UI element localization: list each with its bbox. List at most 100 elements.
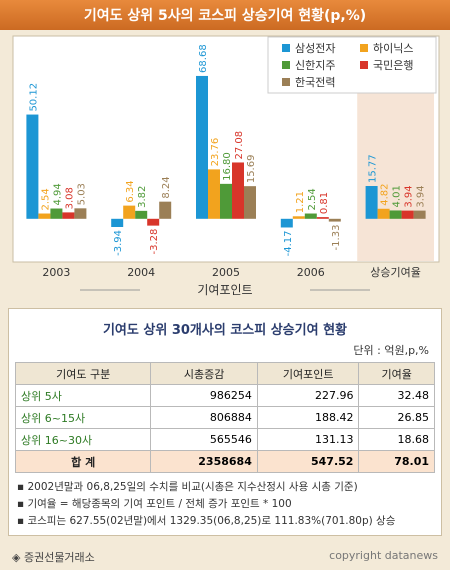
- bar: [304, 213, 317, 219]
- value-label: 4.82: [380, 184, 391, 206]
- legend-swatch: [282, 78, 290, 86]
- legend-swatch: [282, 61, 290, 69]
- legend-swatch: [360, 44, 368, 52]
- bar: [280, 218, 293, 228]
- bar: [123, 205, 136, 219]
- table-cell: 227.96: [256, 384, 360, 407]
- value-label: 27.08: [234, 131, 245, 160]
- value-label: 23.76: [210, 138, 221, 167]
- value-label: -1.33: [331, 225, 342, 251]
- x-tick-label: 2004: [127, 266, 155, 279]
- table-cell: 32.48: [358, 384, 435, 407]
- value-label: -3.28: [149, 229, 160, 255]
- note-text: 코스피는 627.55(02년말)에서 1329.35(06,8,25)로 11…: [27, 515, 396, 527]
- note: ▪ 2002년말과 06,8,25일의 수치를 비교(시총은 지수산정시 사용 …: [17, 479, 433, 496]
- table-cell: 상위 16~30사: [14, 428, 152, 451]
- table-cell: 131.13: [256, 428, 360, 451]
- table-row: 상위 5사 986254 227.96 32.48: [14, 384, 435, 407]
- bar: [208, 169, 220, 219]
- table-cell: 806884: [150, 406, 258, 429]
- bar: [401, 210, 414, 219]
- table-panel: 기여도 상위 30개사의 코스피 상승기여 현황 단위 : 억원,p,% 기여도…: [8, 308, 442, 536]
- table-cell: 합 계: [14, 450, 152, 473]
- bar: [74, 208, 87, 219]
- value-label: 0.81: [319, 192, 330, 214]
- bar: [316, 217, 329, 219]
- table-cell: 2358684: [150, 450, 258, 473]
- bar: [135, 210, 148, 219]
- legend-swatch: [282, 44, 290, 52]
- bar: [365, 185, 378, 219]
- table-cell: 78.01: [358, 450, 435, 473]
- value-label: 3.94: [416, 185, 427, 207]
- note: ▪ 코스피는 627.55(02년말)에서 1329.35(06,8,25)로 …: [17, 513, 433, 530]
- bar: [38, 213, 51, 219]
- column-header: 시총증감: [150, 362, 258, 385]
- table-row: 상위 6~15사 806884 188.42 26.85: [14, 406, 435, 429]
- bar: [244, 186, 256, 219]
- bar: [292, 216, 305, 219]
- table: 기여도 구분 시총증감 기여포인트 기여율 상위 5사 986254 227.96 32.48…: [14, 362, 435, 473]
- copyright: copyright datanews: [329, 549, 438, 562]
- table-cell: 547.52: [256, 450, 360, 473]
- column-header: 기여율: [358, 362, 435, 385]
- table-cell: 565546: [150, 428, 258, 451]
- bar: [26, 114, 39, 219]
- bar: [62, 212, 75, 219]
- value-label: 3.82: [137, 186, 148, 208]
- bar: [389, 210, 402, 219]
- x-tick-label: 2006: [297, 266, 325, 279]
- value-label: 4.94: [52, 183, 63, 205]
- legend-box: [267, 36, 437, 94]
- value-label: 4.01: [392, 185, 403, 207]
- table-cell: 26.85: [358, 406, 435, 429]
- table-title: 기여도 상위 30개사의 코스피 상승기여 현황: [102, 323, 348, 338]
- table-cell: 986254: [150, 384, 258, 407]
- table-unit: 단위 : 억원,p,%: [353, 344, 429, 357]
- legend-label: 신한지주: [295, 59, 335, 72]
- bullet: ▪: [17, 481, 28, 493]
- bar: [220, 183, 232, 219]
- value-label: 5.03: [76, 183, 87, 205]
- table-cell: 상위 6~15사: [14, 406, 152, 429]
- chart-title: 기여도 상위 5사의 코스피 상승기여 현황(p,%): [84, 7, 366, 24]
- note-text: 2002년말과 06,8,25일의 수치를 비교(시총은 지수산정시 사용 시총…: [27, 481, 358, 493]
- table-cell: 18.68: [358, 428, 435, 451]
- value-label: 8.24: [161, 176, 172, 198]
- x-tick-label: 상승기여율: [370, 266, 421, 279]
- bar: [147, 218, 160, 226]
- x-tick-label: 2003: [42, 266, 70, 279]
- table-cell: 188.42: [256, 406, 360, 429]
- value-label: 68.68: [198, 44, 209, 73]
- footer: ◈ 증권선물거래소 copyright datanews: [0, 540, 450, 570]
- value-label: -3.94: [113, 230, 124, 256]
- chart: 기여도 상위 5사의 코스피 상승기여 현황(p,%) 기여포인트 삼성전자 하이…: [0, 0, 450, 297]
- table-cell: 상위 5사: [14, 384, 152, 407]
- legend-swatch: [360, 61, 368, 69]
- bar: [111, 218, 124, 227]
- value-label: 2.54: [40, 188, 51, 210]
- notes: ▪ 2002년말과 06,8,25일의 수치를 비교(시총은 지수산정시 사용 …: [17, 479, 433, 530]
- bar: [377, 208, 390, 219]
- source: ◈ 증권선물거래소: [12, 551, 95, 564]
- column-header: 기여포인트: [256, 362, 360, 385]
- header-bar: [0, 0, 450, 30]
- bar: [50, 208, 63, 219]
- value-label: 3.94: [404, 185, 415, 207]
- bar: [232, 162, 244, 219]
- value-label: 1.21: [295, 191, 306, 213]
- legend-label: 국민은행: [373, 59, 413, 72]
- bar: [328, 218, 341, 222]
- legend-label: 하이닉스: [373, 41, 413, 55]
- x-tick-label: 2005: [212, 266, 240, 279]
- value-label: 16.80: [222, 152, 233, 181]
- total-row: 합 계 2358684 547.52 78.01: [14, 450, 435, 473]
- note: ▪ 기여율 = 해당종목의 기여 포인트 / 전체 증가 포인트 * 100: [17, 496, 433, 513]
- value-label: -4.17: [283, 230, 294, 256]
- value-label: 15.77: [368, 154, 379, 183]
- bullet: ▪: [17, 498, 28, 510]
- value-label: 50.12: [28, 83, 39, 112]
- note-text: 기여율 = 해당종목의 기여 포인트 / 전체 증가 포인트 * 100: [27, 498, 292, 510]
- value-label: 15.69: [246, 155, 257, 184]
- value-label: 3.08: [64, 187, 75, 209]
